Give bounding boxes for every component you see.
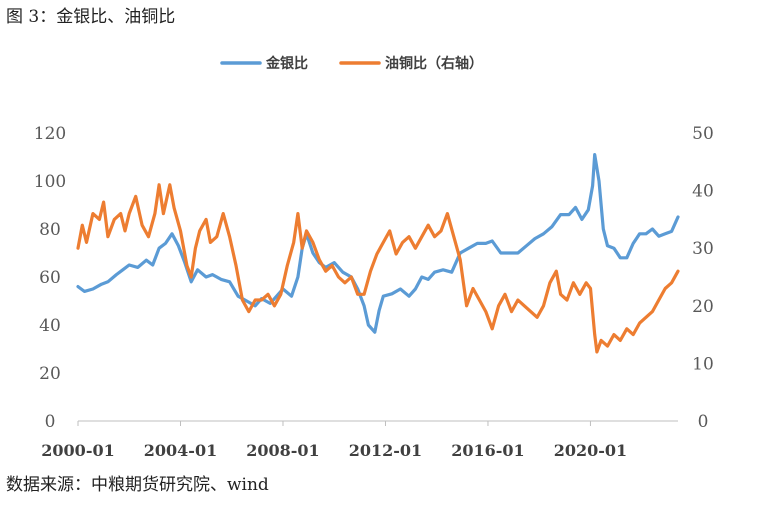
series-line-oil-copper: [76, 183, 680, 354]
right-tick-label: 10: [692, 354, 714, 374]
left-tick-label: 0: [45, 412, 56, 432]
x-tick-label: 2008-01: [246, 441, 319, 460]
x-tick-label: 2004-01: [144, 441, 217, 460]
series-line-gold-silver: [76, 153, 680, 334]
figure-source: 数据来源：中粮期货研究院、wind: [6, 475, 269, 495]
right-tick-label: 0: [698, 412, 709, 432]
left-tick-label: 100: [34, 172, 66, 192]
left-axis-ticks: 0 20 40 60 80 100 120: [34, 124, 66, 432]
right-tick-label: 30: [692, 239, 714, 259]
left-tick-label: 60: [39, 268, 61, 288]
left-tick-label: 20: [39, 364, 61, 384]
chart-legend: 金银比 油铜比（右轴）: [220, 55, 483, 72]
right-tick-label: 40: [692, 182, 714, 202]
right-axis-ticks: 0 10 20 30 40 50: [692, 124, 714, 432]
x-axis-ticks: 2000-01 2004-01 2008-01 2012-01 2016-01 2020-…: [41, 421, 627, 460]
left-tick-label: 40: [39, 316, 61, 336]
left-tick-label: 120: [34, 124, 66, 144]
x-tick-label: 2020-01: [554, 441, 627, 460]
figure-title: 图 3：金银比、油铜比: [6, 7, 176, 27]
x-tick-label: 2000-01: [41, 441, 114, 460]
right-tick-label: 20: [692, 297, 714, 317]
series-layer: [76, 153, 680, 354]
legend-label: 油铜比（右轴）: [385, 55, 483, 72]
left-tick-label: 80: [39, 220, 61, 240]
right-tick-label: 50: [692, 124, 714, 144]
x-tick-label: 2016-01: [451, 441, 524, 460]
legend-label: 金银比: [265, 55, 308, 72]
x-tick-label: 2012-01: [349, 441, 422, 460]
gold-silver-oil-copper-chart: 金银比 油铜比（右轴） 0 20 40 60 80 100 120 0 10 20 30 40 50 2…: [34, 55, 714, 460]
